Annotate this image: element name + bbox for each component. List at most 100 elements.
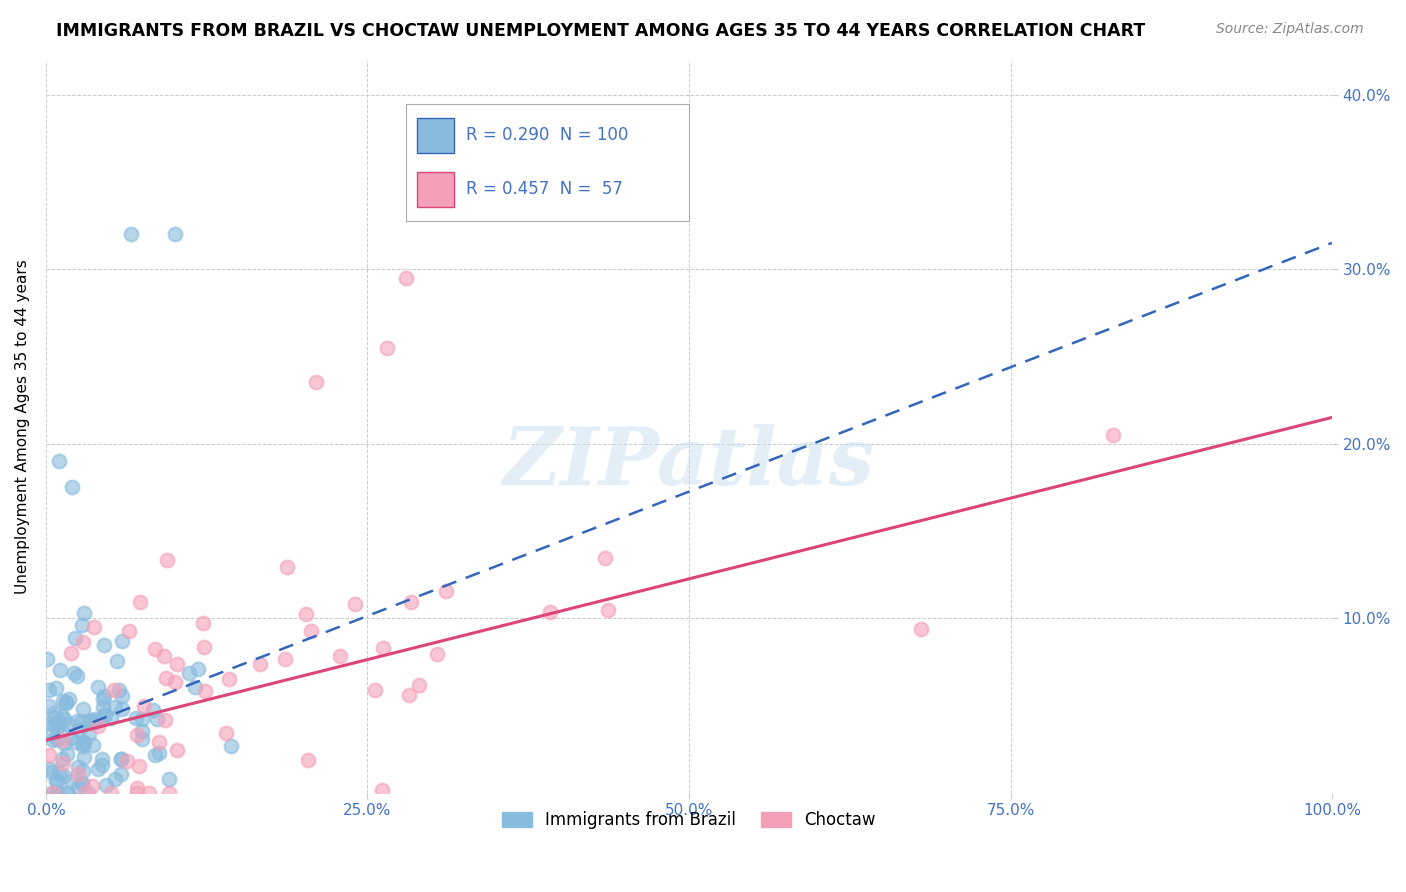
- Point: [143, 642, 166, 657]
- Point: [153, 648, 176, 663]
- Point: [52, 694, 75, 708]
- Point: [48, 715, 70, 730]
- Point: [125, 781, 148, 796]
- Point: [65, 735, 87, 749]
- Point: [87, 719, 110, 733]
- Point: [373, 641, 395, 656]
- Point: [94, 707, 117, 722]
- Point: [143, 747, 166, 762]
- Point: [45, 786, 67, 800]
- Point: [51, 752, 73, 766]
- Point: [55, 695, 77, 709]
- Point: [218, 672, 240, 686]
- Point: [55, 696, 77, 710]
- Point: [73, 607, 96, 621]
- Point: [56, 717, 79, 731]
- Point: [87, 680, 110, 694]
- Point: [55, 786, 77, 800]
- Point: [434, 584, 457, 599]
- Point: [45, 681, 67, 695]
- Point: [399, 595, 422, 609]
- Point: [86, 714, 108, 729]
- Point: [51, 733, 73, 747]
- Point: [59, 731, 82, 746]
- Point: [51, 722, 73, 736]
- Point: [100, 711, 122, 725]
- Point: [48, 454, 70, 468]
- Legend: Immigrants from Brazil, Choctaw: Immigrants from Brazil, Choctaw: [495, 805, 883, 836]
- Point: [83, 620, 105, 634]
- Point: [63, 665, 86, 680]
- Point: [111, 690, 134, 704]
- Point: [51, 709, 73, 723]
- Point: [42, 718, 65, 732]
- Point: [177, 665, 200, 680]
- Point: [146, 712, 169, 726]
- Point: [538, 605, 561, 619]
- Point: [66, 714, 89, 728]
- Point: [93, 708, 115, 723]
- Y-axis label: Unemployment Among Ages 35 to 44 years: Unemployment Among Ages 35 to 44 years: [15, 259, 30, 593]
- Point: [125, 711, 148, 725]
- Point: [72, 777, 94, 791]
- Point: [128, 595, 150, 609]
- Point: [132, 698, 155, 713]
- Point: [115, 754, 138, 768]
- Point: [38, 698, 60, 713]
- Point: [131, 723, 153, 738]
- Point: [193, 640, 215, 655]
- Point: [76, 786, 98, 800]
- Point: [104, 700, 127, 714]
- Point: [65, 632, 87, 646]
- Point: [371, 782, 394, 797]
- Point: [53, 736, 76, 750]
- Point: [166, 657, 188, 671]
- Point: [155, 671, 177, 685]
- Point: [276, 560, 298, 574]
- Point: [45, 732, 67, 747]
- Point: [329, 649, 352, 664]
- Point: [194, 684, 217, 698]
- Point: [38, 682, 60, 697]
- Point: [184, 680, 207, 694]
- Point: [44, 711, 66, 725]
- Point: [273, 652, 295, 666]
- Point: [45, 773, 67, 788]
- Text: IMMIGRANTS FROM BRAZIL VS CHOCTAW UNEMPLOYMENT AMONG AGES 35 TO 44 YEARS CORRELA: IMMIGRANTS FROM BRAZIL VS CHOCTAW UNEMPL…: [56, 22, 1146, 40]
- Point: [153, 713, 176, 727]
- Point: [38, 747, 60, 762]
- Point: [157, 786, 180, 800]
- Point: [131, 731, 153, 746]
- Point: [395, 270, 418, 285]
- Point: [41, 727, 63, 741]
- Point: [52, 756, 75, 770]
- Point: [72, 764, 94, 778]
- Point: [46, 774, 69, 789]
- Point: [72, 739, 94, 753]
- Point: [82, 738, 104, 752]
- Point: [73, 734, 96, 748]
- Point: [166, 743, 188, 757]
- Point: [138, 786, 160, 800]
- Point: [41, 786, 63, 800]
- Point: [48, 766, 70, 780]
- Point: [131, 712, 153, 726]
- Point: [118, 624, 141, 638]
- Point: [344, 597, 367, 611]
- Point: [142, 703, 165, 717]
- Point: [44, 706, 66, 720]
- Point: [60, 480, 83, 494]
- Point: [249, 657, 271, 671]
- Point: [70, 618, 93, 632]
- Point: [53, 769, 76, 783]
- Point: [299, 624, 322, 638]
- Point: [215, 726, 238, 740]
- Point: [59, 646, 82, 660]
- Point: [165, 675, 187, 690]
- Point: [104, 772, 127, 787]
- Point: [375, 341, 398, 355]
- Point: [163, 227, 186, 241]
- Point: [37, 651, 59, 665]
- Point: [157, 772, 180, 787]
- Point: [128, 758, 150, 772]
